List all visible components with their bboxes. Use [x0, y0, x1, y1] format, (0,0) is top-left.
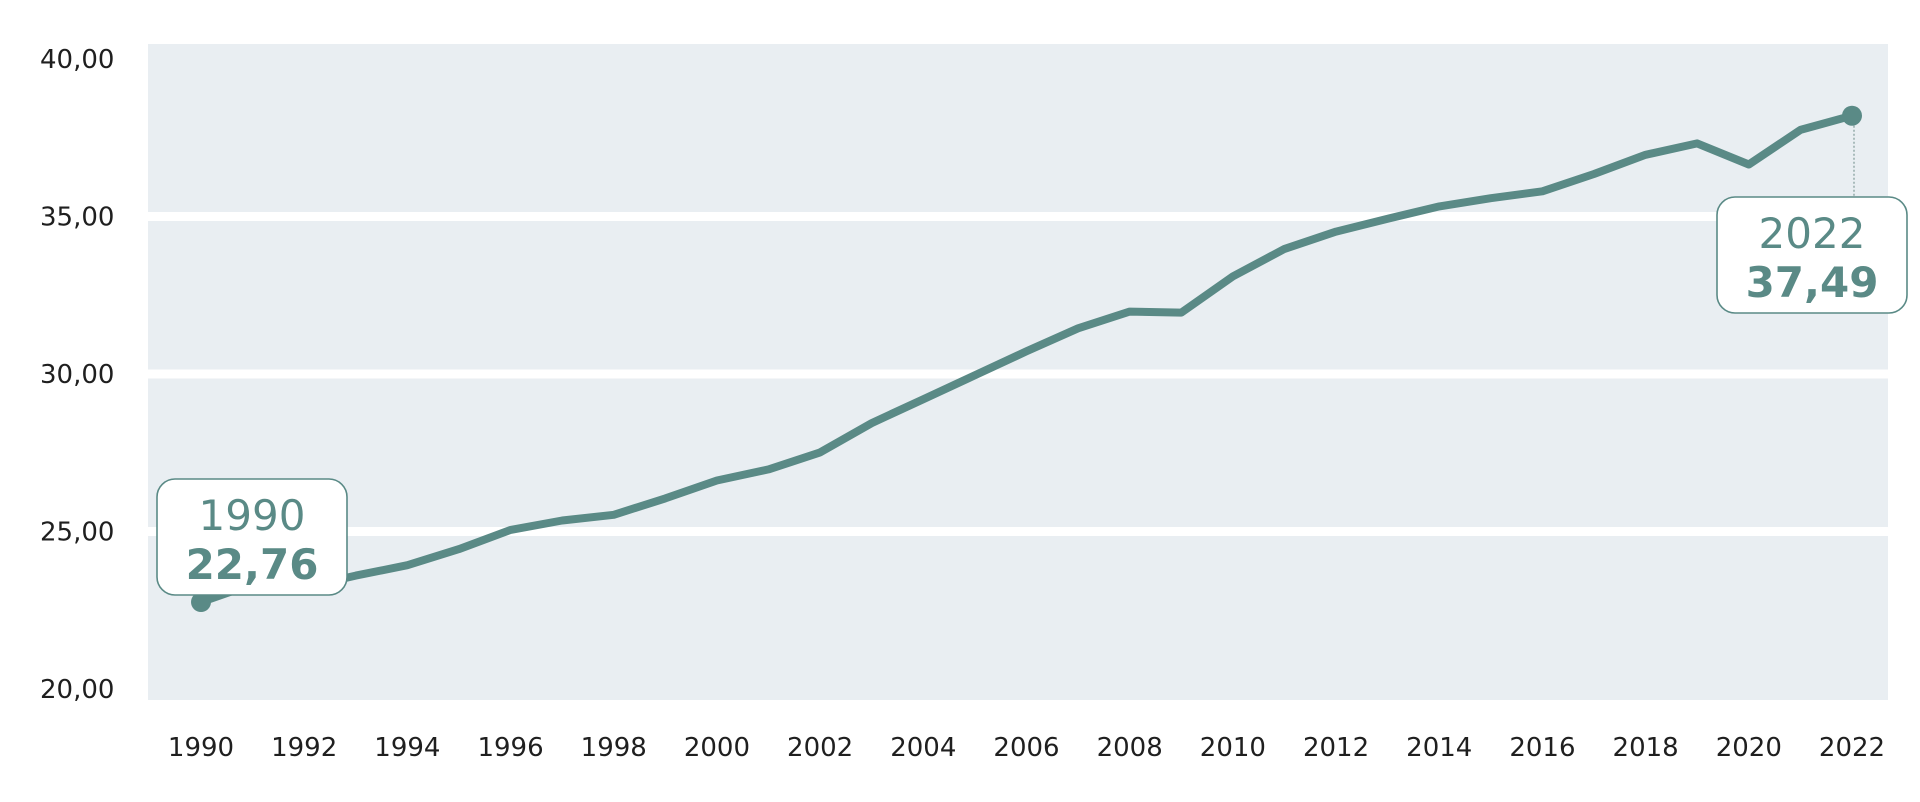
callout-value: 37,49 [1746, 258, 1879, 307]
x-tick-label: 1996 [477, 733, 543, 763]
callout-value: 22,76 [186, 540, 319, 589]
x-tick-label: 1990 [168, 733, 234, 763]
x-tick-label: 2016 [1509, 733, 1575, 763]
callout-box [1716, 196, 1908, 314]
x-tick-label: 2010 [1200, 733, 1266, 763]
x-tick-label: 2004 [890, 733, 956, 763]
x-tick-label: 2018 [1613, 733, 1679, 763]
x-tick-label: 2012 [1303, 733, 1369, 763]
x-tick-label: 2002 [787, 733, 853, 763]
endpoint-marker [191, 592, 211, 613]
x-axis-ticks: 1990 1992 1994 1996 1998 2000 2002 2004 2006 2008… [168, 733, 1885, 763]
x-tick-label: 2014 [1406, 733, 1472, 763]
series-line [197, 111, 1856, 607]
y-tick-label: 30,00 [40, 360, 114, 390]
y-tick-label: 35,00 [40, 203, 114, 233]
x-tick-label: 1998 [581, 733, 647, 763]
x-tick-label: 1994 [374, 733, 440, 763]
endpoint-marker [1842, 105, 1862, 126]
callout-box [156, 478, 348, 596]
grid-lines [148, 212, 1888, 536]
callout-year: 2022 [1759, 209, 1866, 258]
y-tick-label: 25,00 [40, 518, 114, 548]
series-layer [197, 111, 1856, 607]
y-tick-label: 20,00 [40, 675, 114, 705]
callout-year: 1990 [199, 491, 306, 540]
x-tick-label: 1992 [271, 733, 337, 763]
x-tick-label: 2022 [1819, 733, 1885, 763]
x-tick-label: 2006 [993, 733, 1059, 763]
x-tick-label: 2000 [684, 733, 750, 763]
x-tick-label: 2008 [1097, 733, 1163, 763]
y-tick-label: 40,00 [40, 45, 114, 75]
y-axis-ticks: 20,00 25,00 30,00 35,00 40,00 [40, 45, 114, 705]
x-tick-label: 2020 [1716, 733, 1782, 763]
